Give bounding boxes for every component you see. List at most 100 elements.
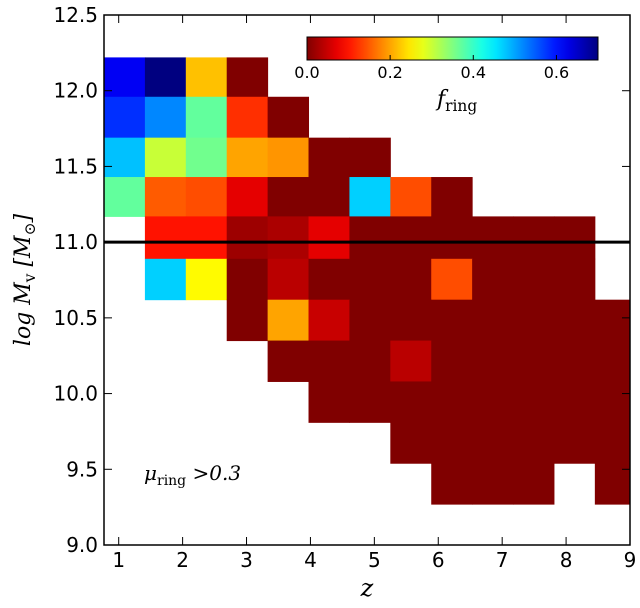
heat-cell	[472, 258, 514, 301]
x-tick-label: 2	[176, 548, 189, 572]
annotation: μring >0.3	[144, 461, 241, 489]
heat-cell	[308, 216, 350, 260]
colorbar-tick-label: 0.4	[461, 63, 486, 82]
heat-cell	[226, 177, 269, 217]
heat-cell	[349, 258, 391, 301]
y-axis-label-part: M	[11, 282, 36, 306]
x-tick-label: 1	[112, 548, 125, 572]
heat-cell	[431, 463, 473, 505]
y-tick-label: 11.5	[53, 154, 98, 178]
heat-cell	[104, 177, 146, 217]
annotation-part: μ	[144, 461, 157, 485]
heat-cell	[185, 177, 228, 217]
y-axis-label-part: ]	[11, 213, 36, 223]
heat-cell	[349, 299, 391, 342]
heat-cell	[267, 258, 310, 301]
annotation-part: ring	[157, 473, 186, 489]
heat-cell	[349, 137, 391, 178]
heat-cell	[553, 258, 596, 301]
heat-cell	[553, 422, 596, 464]
y-axis-label-part: ⊙	[21, 222, 39, 235]
y-tick-label: 10.5	[53, 306, 98, 330]
y-tick-label: 12.5	[53, 3, 98, 27]
heat-cell	[349, 177, 391, 217]
colorbar-tick-label: 0.2	[377, 63, 402, 82]
colorbar-label-part: ring	[445, 97, 477, 115]
heat-cell	[226, 57, 269, 98]
heat-cell	[513, 381, 555, 423]
x-axis-label: z	[360, 574, 374, 602]
heat-cell	[226, 299, 269, 342]
heat-cell	[185, 57, 228, 98]
heat-cell	[267, 177, 310, 217]
heat-cell	[431, 340, 473, 382]
y-tick-label: 9.5	[66, 457, 98, 481]
heat-cell	[144, 96, 187, 139]
x-tick-label: 5	[368, 548, 381, 572]
heat-cell	[390, 340, 432, 382]
heat-cell	[594, 463, 631, 505]
y-axis-label-part: v	[21, 273, 39, 283]
colorbar-tick-label: 0.6	[544, 63, 569, 82]
heat-cell	[267, 96, 310, 139]
heat-cell	[308, 299, 350, 342]
annotation-part: >0.3	[186, 461, 241, 485]
y-axis-label-part: [M	[11, 235, 36, 274]
heat-cell	[390, 299, 432, 342]
heat-cell	[513, 422, 555, 464]
y-axis-label-part: log	[11, 305, 36, 346]
heat-cell	[308, 258, 350, 301]
heat-cell	[594, 340, 631, 382]
heat-cell	[144, 137, 187, 178]
y-axis-label: log Mv [M⊙]	[11, 213, 39, 346]
y-tick-label: 9.0	[66, 533, 98, 557]
heat-cell	[226, 96, 269, 139]
heat-cell	[472, 216, 514, 260]
colorbar	[306, 36, 599, 61]
heat-cell	[308, 381, 350, 423]
x-tick-label: 6	[432, 548, 445, 572]
heat-cell	[144, 177, 187, 217]
heat-cell	[553, 340, 596, 382]
y-tick-label: 11.0	[53, 230, 98, 254]
heat-cell	[472, 381, 514, 423]
heat-cell	[390, 177, 432, 217]
heat-cell	[308, 177, 350, 217]
heat-cell	[513, 340, 555, 382]
x-tick-label: 7	[496, 548, 509, 572]
heat-cell	[267, 216, 310, 260]
colorbar-label: fring	[435, 87, 477, 115]
heat-cell	[513, 258, 555, 301]
heat-cell	[513, 216, 555, 260]
heat-cell	[472, 422, 514, 464]
heat-cell	[349, 340, 391, 382]
heat-cell	[594, 381, 631, 423]
heat-cell	[553, 216, 596, 260]
heat-cell	[594, 299, 631, 342]
x-tick-label: 8	[560, 548, 573, 572]
heat-cell	[513, 299, 555, 342]
heat-cell	[185, 96, 228, 139]
heat-cell	[431, 216, 473, 260]
heat-cell	[472, 299, 514, 342]
y-tick-label: 10.0	[53, 382, 98, 406]
y-tick-label: 12.0	[53, 79, 98, 103]
heat-cell	[390, 422, 432, 464]
heat-cell	[390, 216, 432, 260]
heat-cell	[472, 340, 514, 382]
heat-cell	[267, 299, 310, 342]
heat-cell	[472, 463, 514, 505]
heat-cell	[104, 57, 146, 98]
heat-cell	[431, 299, 473, 342]
heat-cell	[308, 340, 350, 382]
heat-cell	[553, 381, 596, 423]
heat-cell	[431, 381, 473, 423]
x-tick-label: 9	[624, 548, 637, 572]
heat-cell	[144, 258, 187, 301]
x-tick-label: 4	[304, 548, 317, 572]
heat-cell	[144, 57, 187, 98]
heat-cell	[594, 422, 631, 464]
heat-cell	[431, 258, 473, 301]
heat-cell	[185, 137, 228, 178]
